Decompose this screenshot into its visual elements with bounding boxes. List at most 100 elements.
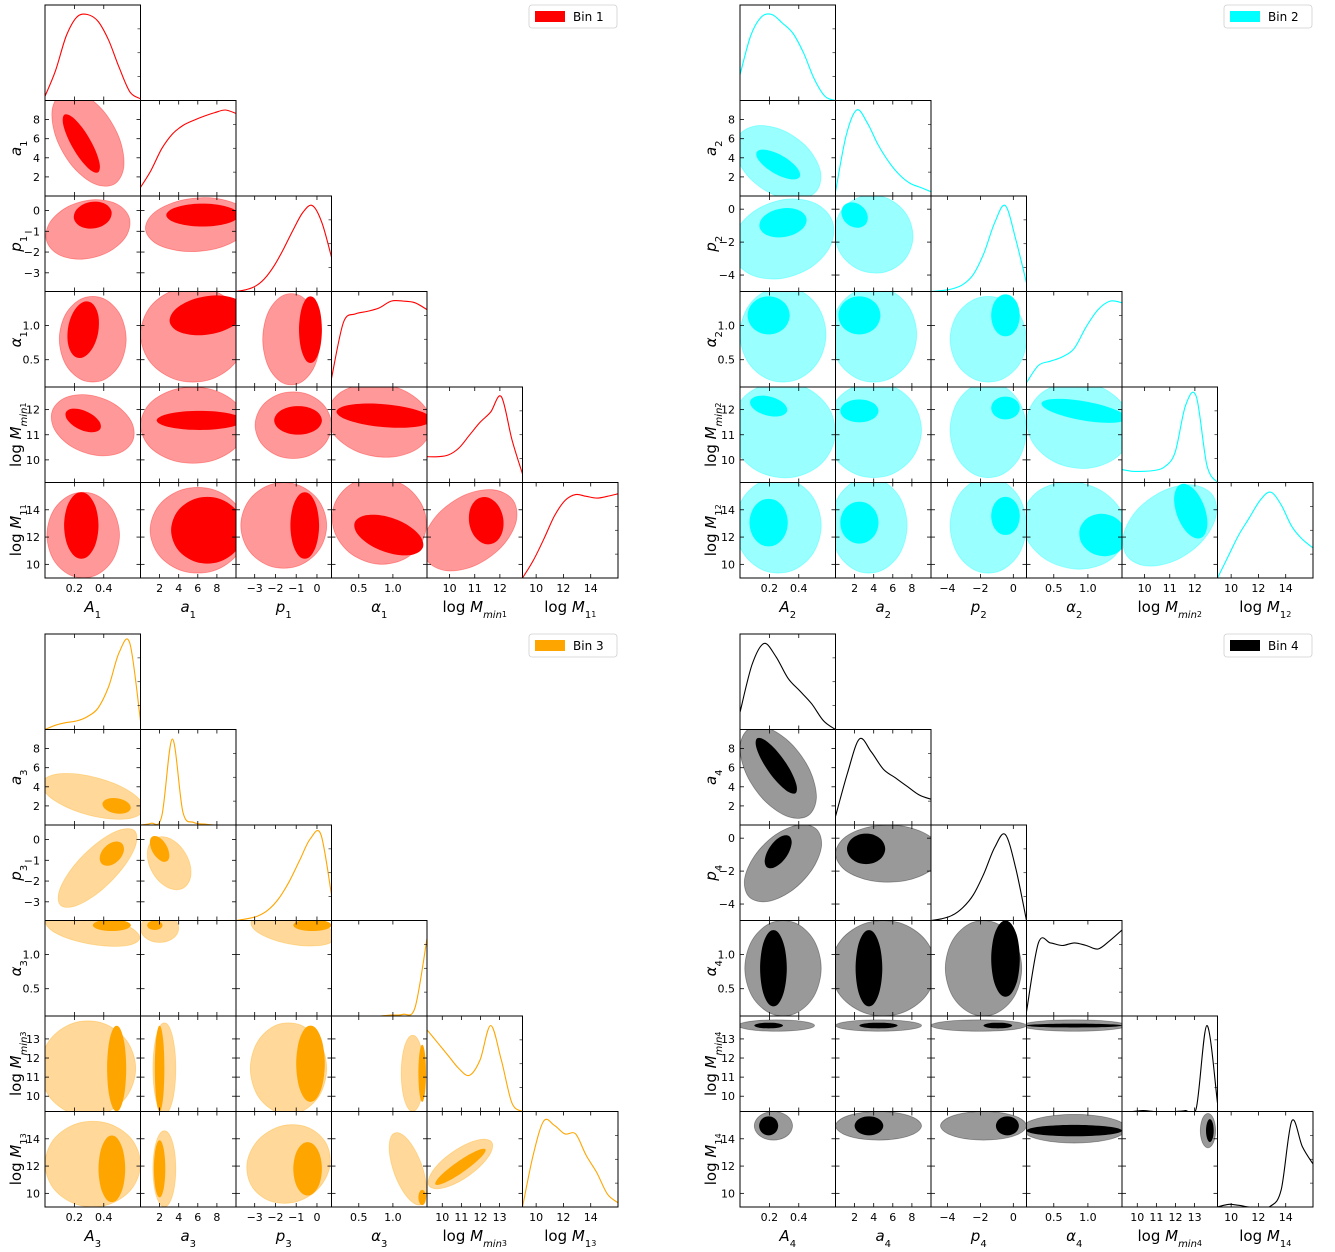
- x-tick-label: 6: [194, 582, 201, 595]
- contour-68: [156, 410, 236, 430]
- y-tick-label: 10: [721, 558, 735, 571]
- panel-frame: [140, 729, 237, 826]
- axis-label: α2: [702, 331, 725, 347]
- contour-95: [427, 489, 518, 572]
- marginal-curve: [45, 638, 141, 730]
- panel-4-r2-c0: −4 −2 0: [719, 824, 836, 921]
- axis-label: log M14: [702, 1133, 725, 1185]
- axis-label: a2: [702, 140, 725, 156]
- panel-frame: [1026, 920, 1123, 1017]
- contour-68: [1174, 483, 1208, 539]
- y-tick-label: 0: [728, 203, 735, 216]
- axis-label: A2: [778, 598, 796, 621]
- contour-68: [99, 841, 125, 866]
- axis-label: p4: [702, 865, 725, 882]
- legend-label: Bin 2: [1268, 10, 1299, 24]
- contour-68: [336, 403, 427, 428]
- y-tick-label: 0.5: [23, 354, 41, 367]
- y-tick-label: 10: [721, 1187, 735, 1200]
- marginal-curve: [331, 938, 427, 1016]
- y-tick-label: 8: [33, 114, 40, 127]
- legend: Bin 1: [528, 4, 618, 29]
- y-tick-label: 14: [26, 504, 40, 517]
- panel-4-r4-c2: [930, 1015, 1027, 1112]
- panel-4-r3-c1: [835, 920, 932, 1017]
- contour-68: [166, 203, 236, 227]
- x-tick-label: 11: [468, 582, 482, 595]
- x-tick-label: −1: [288, 1211, 304, 1224]
- x-tick-label: 12: [1188, 582, 1202, 595]
- panel-frame: [739, 633, 836, 730]
- panel-3-r4-c4: [426, 1015, 523, 1112]
- axis-label: a3: [180, 1227, 196, 1250]
- contour-68: [92, 920, 131, 931]
- axis-label: α1: [371, 598, 387, 621]
- panel-2-r2-c0: −4 −2 0: [719, 195, 836, 292]
- axis-label: p2: [702, 236, 725, 253]
- panel-3-r4-c0: 10 11 12 13: [26, 1015, 141, 1112]
- marginal-curve: [835, 109, 931, 193]
- panel-3-r4-c2: [235, 1015, 332, 1112]
- panel-2-r3-c1: [835, 291, 932, 388]
- y-tick-label: 12: [26, 1052, 40, 1065]
- contour-68: [67, 301, 99, 358]
- panel-3-r5-c4: 10 11 12 13: [426, 1111, 523, 1224]
- x-tick-label: 10: [1130, 1211, 1144, 1224]
- panel-4-r4-c3: [1026, 1015, 1123, 1112]
- panel-3-r1-c1: [140, 729, 237, 826]
- panel-1-r4-c4: [426, 386, 523, 483]
- x-tick-label: 0.4: [95, 1211, 113, 1224]
- y-tick-label: 12: [721, 404, 735, 417]
- panel-2-r0-c0: [739, 4, 836, 101]
- x-tick-label: 0: [313, 1211, 320, 1224]
- x-tick-label: 8: [908, 1211, 915, 1224]
- x-tick-label: 0: [1010, 1211, 1017, 1224]
- contour-68: [840, 399, 879, 423]
- contour-68: [754, 1022, 783, 1029]
- y-tick-label: −1: [24, 225, 40, 238]
- panel-2-r1-c0: 2 4 6 8: [728, 100, 836, 197]
- marginal-curve: [236, 204, 332, 292]
- contour-68: [991, 294, 1020, 337]
- contour-68: [149, 835, 170, 862]
- y-tick-label: −1: [24, 854, 40, 867]
- x-tick-label: 0.5: [1045, 582, 1063, 595]
- x-tick-label: 12: [556, 1211, 570, 1224]
- axis-label: a4: [702, 769, 725, 785]
- contour-95: [400, 1034, 425, 1112]
- panel-frame: [1217, 1111, 1314, 1208]
- panel-frame: [426, 386, 523, 483]
- panel-3-r2-c0: −3 −2 −1 0: [24, 824, 141, 921]
- contour-68: [759, 208, 807, 238]
- contour-68: [855, 930, 883, 1007]
- y-tick-label: 8: [33, 743, 40, 756]
- x-tick-label: 12: [556, 582, 570, 595]
- contour-68: [418, 1044, 426, 1102]
- panel-2-r2-c1: [835, 195, 932, 292]
- contour-95: [931, 1019, 1027, 1032]
- x-tick-label: 8: [908, 582, 915, 595]
- contour-68: [102, 798, 131, 814]
- panel-3-r4-c1: [140, 1015, 237, 1112]
- panel-4-r3-c2: [930, 920, 1027, 1017]
- panel-2-r4-c3: [1026, 386, 1123, 483]
- panel-1-r0-c0: [44, 4, 141, 101]
- marginal-curve: [1217, 491, 1313, 578]
- panel-3-r3-c3: [331, 920, 428, 1017]
- panel-3-r5-c0: 0.2 0.4 10 12 14: [26, 1111, 141, 1224]
- legend-box: [528, 4, 618, 29]
- x-tick-label: −4: [939, 1211, 955, 1224]
- contour-68: [418, 1189, 426, 1206]
- panel-2-r4-c2: [930, 386, 1027, 483]
- contour-68: [847, 833, 886, 865]
- legend-label: Bin 4: [1268, 639, 1299, 653]
- y-tick-label: 10: [26, 1090, 40, 1103]
- y-tick-label: 0.5: [718, 983, 736, 996]
- panel-frame: [930, 824, 1027, 921]
- axis-label: log M12: [702, 504, 725, 556]
- panel-4-r4-c0: 10 11 12 13: [721, 1015, 836, 1112]
- axis-label: log M13: [544, 1227, 596, 1250]
- panel-frame: [522, 1111, 619, 1208]
- contour-68: [756, 149, 801, 180]
